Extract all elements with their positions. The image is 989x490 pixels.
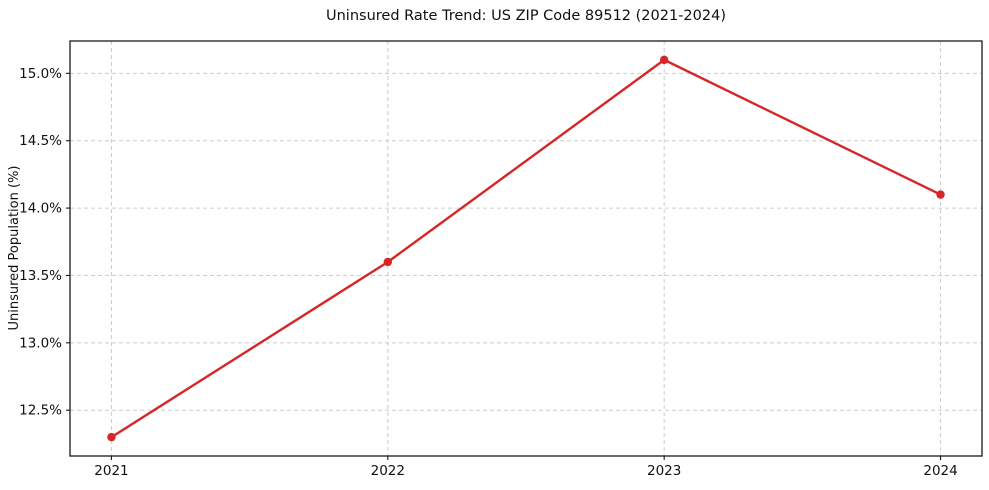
data-point [383,257,393,267]
y-tick-label: 13.0% [19,335,62,351]
y-axis-label: Uninsured Population (%) [7,166,22,331]
data-series [107,55,945,442]
trend-line [110,58,942,439]
x-tick-label: 2022 [371,463,405,479]
data-point [107,432,116,442]
gridlines [70,41,982,456]
axes: 2021 2022 2023 2024 12.5% 13.0% 13.5% 14.0% 14.5… [19,40,983,479]
y-tick-label: 14.0% [19,201,62,217]
y-tick-label: 15.0% [19,66,62,82]
x-tick-label: 2024 [923,463,957,479]
x-tick-label: 2023 [647,463,681,479]
y-tick-label: 12.5% [19,403,62,419]
x-tick-label: 2021 [94,463,128,479]
data-point [659,55,669,65]
chart-title: Uninsured Rate Trend: US ZIP Code 89512 … [326,8,726,24]
plot-border [69,40,983,457]
data-point [936,190,945,199]
y-tick-label: 14.5% [19,133,62,149]
y-tick-label: 13.5% [19,268,62,284]
